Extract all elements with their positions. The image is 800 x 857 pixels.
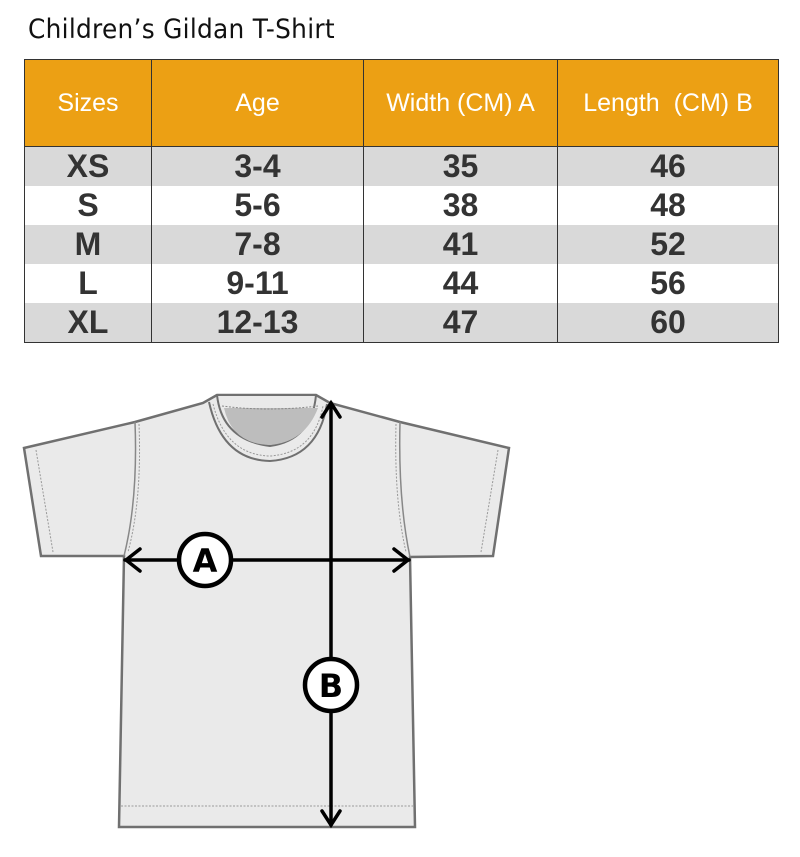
table-row: XS 3-4 35 46 <box>24 146 779 186</box>
age-cell: 3-4 <box>151 146 364 186</box>
width-cell: 38 <box>363 186 558 225</box>
size-cell: M <box>24 225 152 264</box>
label-a: A <box>193 542 218 580</box>
size-cell: L <box>24 264 152 303</box>
header-length: Length (CM) B <box>557 59 779 147</box>
label-b: B <box>319 667 343 705</box>
table-row: S 5-6 38 48 <box>24 186 779 225</box>
header-width: Width (CM) A <box>363 59 558 147</box>
length-cell: 56 <box>557 264 779 303</box>
length-cell: 48 <box>557 186 779 225</box>
size-chart-table: Sizes Age Width (CM) A Length (CM) B XS … <box>24 59 779 343</box>
tshirt-outline <box>22 393 511 829</box>
width-arrow-a <box>123 547 411 573</box>
label-a-badge: A <box>176 531 234 589</box>
width-cell: 35 <box>363 146 558 186</box>
table-row: XL 12-13 47 60 <box>24 303 779 343</box>
width-cell: 44 <box>363 264 558 303</box>
width-cell: 47 <box>363 303 558 343</box>
width-cell: 41 <box>363 225 558 264</box>
table-row: L 9-11 44 56 <box>24 264 779 303</box>
size-cell: XL <box>24 303 152 343</box>
table-row: M 7-8 41 52 <box>24 225 779 264</box>
length-cell: 60 <box>557 303 779 343</box>
label-b-badge: B <box>302 656 360 714</box>
age-cell: 12-13 <box>151 303 364 343</box>
length-cell: 52 <box>557 225 779 264</box>
length-arrow-b <box>320 399 342 829</box>
age-cell: 7-8 <box>151 225 364 264</box>
size-cell: S <box>24 186 152 225</box>
header-age: Age <box>151 59 364 147</box>
header-sizes: Sizes <box>24 59 152 147</box>
header-row: Sizes Age Width (CM) A Length (CM) B <box>24 59 779 147</box>
page-title: Children’s Gildan T-Shirt <box>28 14 335 45</box>
size-cell: XS <box>24 146 152 186</box>
length-cell: 46 <box>557 146 779 186</box>
age-cell: 5-6 <box>151 186 364 225</box>
age-cell: 9-11 <box>151 264 364 303</box>
